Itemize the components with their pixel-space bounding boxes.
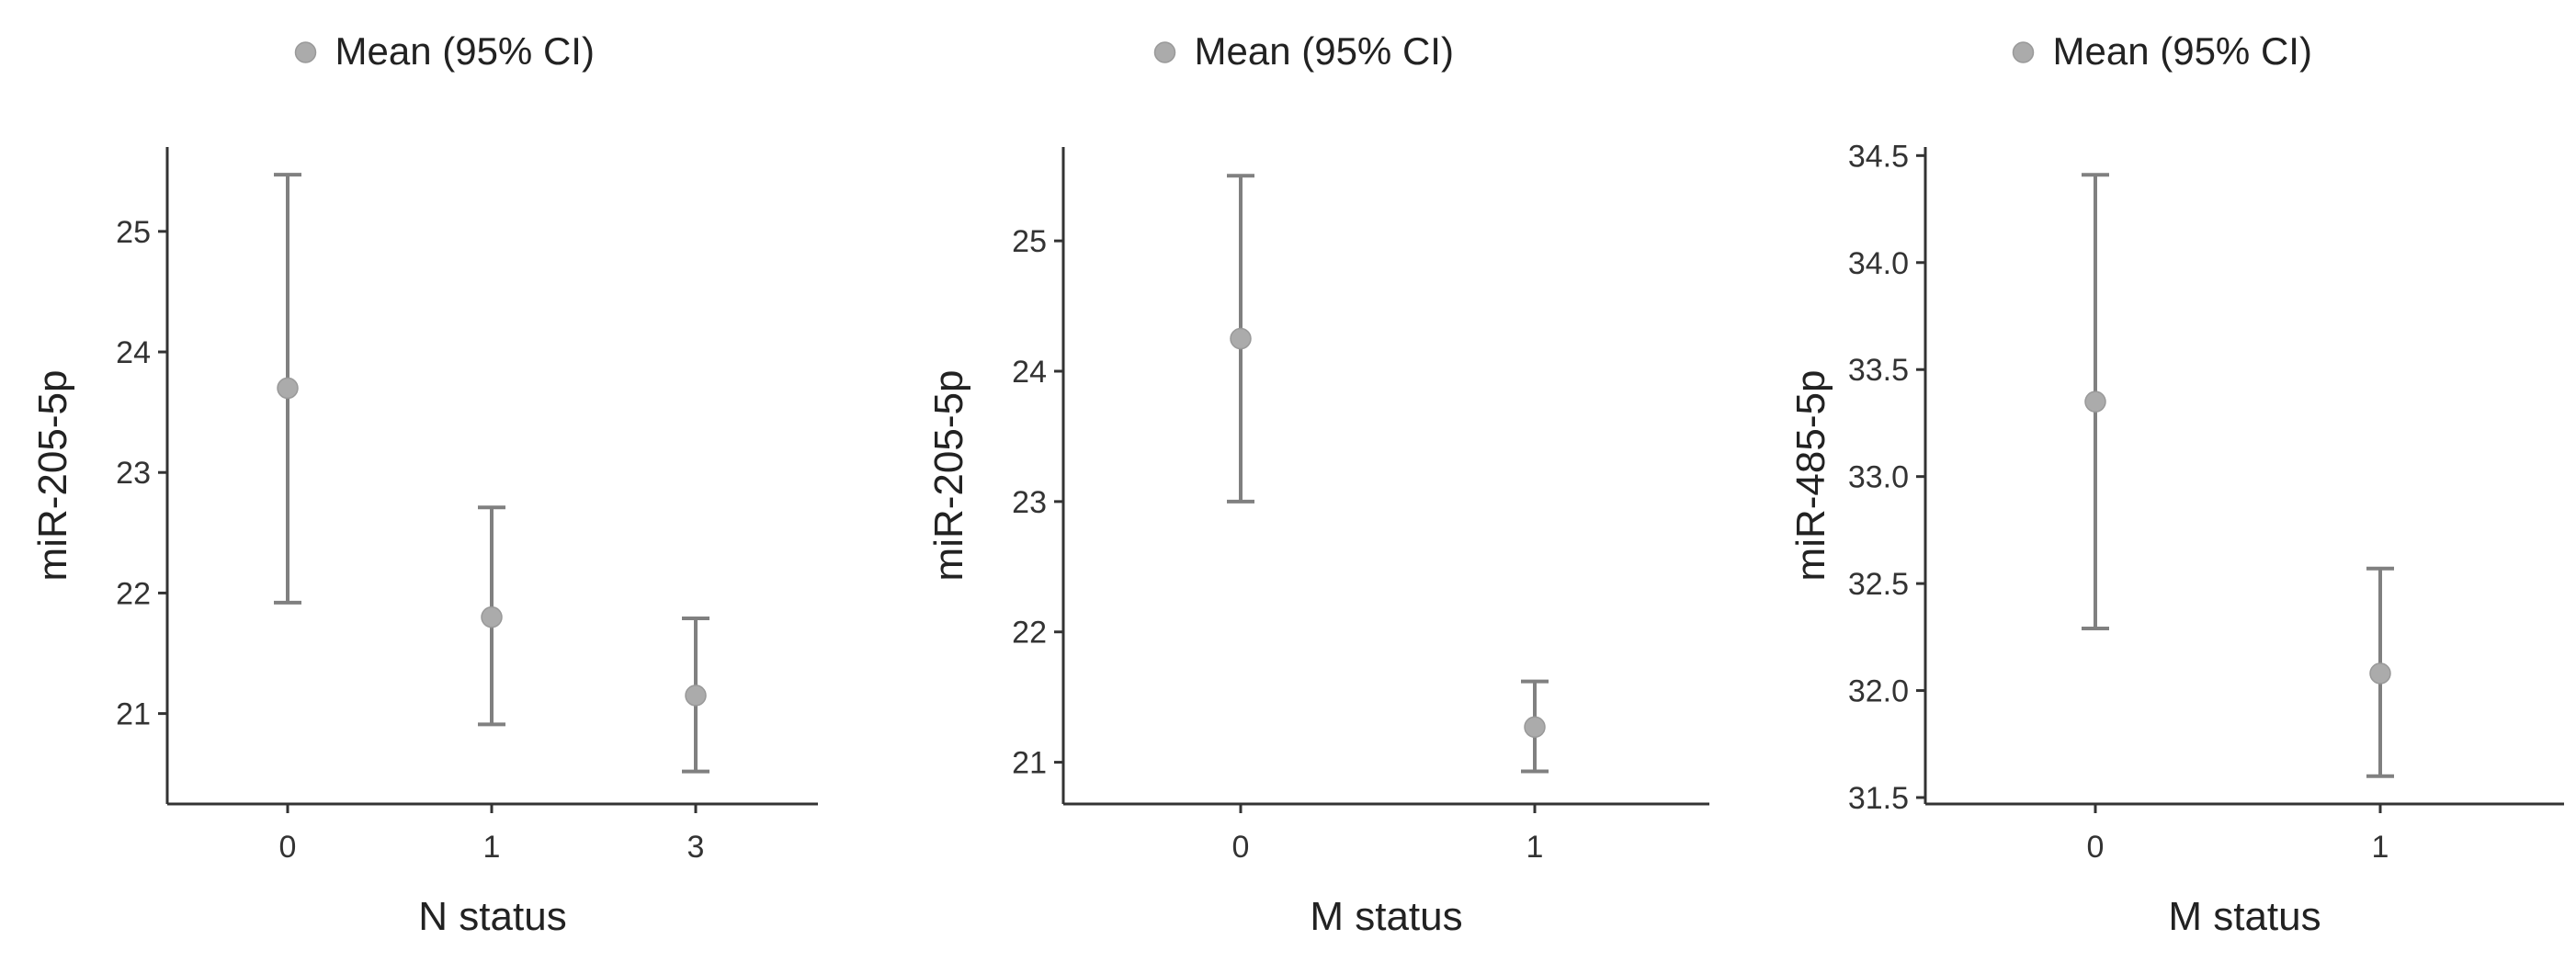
legend: Mean (95% CI) — [2012, 29, 2312, 73]
data-point-1 — [1521, 679, 1549, 774]
y-tick-label: 33.5 — [1848, 353, 1909, 388]
y-axis-title: miR-205-5p — [926, 370, 971, 582]
y-axis-title: miR-485-5p — [1788, 370, 1833, 582]
data-point-1 — [2366, 566, 2394, 778]
y-tick-label: 21 — [1012, 746, 1047, 781]
y-tick-label: 23 — [116, 456, 151, 491]
x-axis-title: M status — [1310, 894, 1462, 939]
y-tick-label: 34.5 — [1848, 139, 1909, 174]
errorbar-chart-3: Mean (95% CI) 31.5 32.0 32.5 33.0 33.5 34.0 34.… — [1788, 29, 2564, 939]
x-tick-label: 0 — [1232, 830, 1250, 865]
y-tick-label: 22 — [116, 576, 151, 611]
mean-marker — [481, 605, 503, 628]
chart-panel-m-status-mir485: Mean (95% CI) 31.5 32.0 32.5 33.0 33.5 34.0 34.… — [1719, 0, 2576, 962]
y-tick-label: 24 — [116, 335, 151, 370]
chart-panel-m-status-mir205: Mean (95% CI) 21 22 23 24 25 0 1 M status miR-205… — [859, 0, 1719, 962]
data-point-1 — [478, 505, 505, 727]
legend-label: Mean (95% CI) — [1195, 29, 1454, 73]
data-point-0 — [2082, 173, 2109, 631]
data-point-0 — [274, 173, 301, 605]
y-tick-label: 21 — [116, 697, 151, 732]
legend-label: Mean (95% CI) — [335, 29, 595, 73]
x-tick-label: 3 — [687, 830, 705, 865]
legend-marker — [2012, 41, 2035, 63]
data-point-0 — [1227, 174, 1254, 504]
y-tick-label: 34.0 — [1848, 246, 1909, 281]
x-tick-label: 1 — [1526, 830, 1544, 865]
y-tick-label: 32.5 — [1848, 567, 1909, 602]
legend-label: Mean (95% CI) — [2053, 29, 2312, 73]
y-tick-label: 25 — [116, 215, 151, 250]
x-tick-label: 1 — [2372, 830, 2389, 865]
x-tick-label: 1 — [483, 830, 501, 865]
legend-marker — [1153, 41, 1176, 63]
errorbar-chart-1: Mean (95% CI) 21 22 23 24 25 0 1 3 N status miR-20… — [30, 29, 818, 939]
x-axis-title: M status — [2168, 894, 2321, 939]
y-tick-label: 31.5 — [1848, 781, 1909, 816]
y-tick-label: 25 — [1012, 224, 1047, 259]
y-tick-label: 22 — [1012, 616, 1047, 651]
mean-marker — [2084, 390, 2106, 413]
legend: Mean (95% CI) — [294, 29, 595, 73]
y-axis-title: miR-205-5p — [30, 370, 75, 582]
x-axis-title: N status — [418, 894, 566, 939]
chart-panel-n-status-mir205: Mean (95% CI) 21 22 23 24 25 0 1 3 N status miR-20… — [0, 0, 859, 962]
mean-marker — [685, 685, 707, 707]
x-tick-label: 0 — [2087, 830, 2105, 865]
y-tick-label: 24 — [1012, 355, 1047, 390]
mean-marker — [277, 377, 299, 400]
mean-marker — [2369, 662, 2391, 685]
y-tick-label: 33.0 — [1848, 460, 1909, 495]
mean-marker — [1524, 716, 1546, 739]
x-tick-label: 0 — [279, 830, 297, 865]
legend-marker — [294, 41, 317, 63]
errorbar-chart-2: Mean (95% CI) 21 22 23 24 25 0 1 M status miR-205… — [926, 29, 1709, 939]
y-tick-label: 32.0 — [1848, 674, 1909, 709]
mean-marker — [1230, 327, 1252, 350]
y-tick-label: 23 — [1012, 485, 1047, 520]
data-point-3 — [682, 616, 709, 774]
legend: Mean (95% CI) — [1153, 29, 1454, 73]
